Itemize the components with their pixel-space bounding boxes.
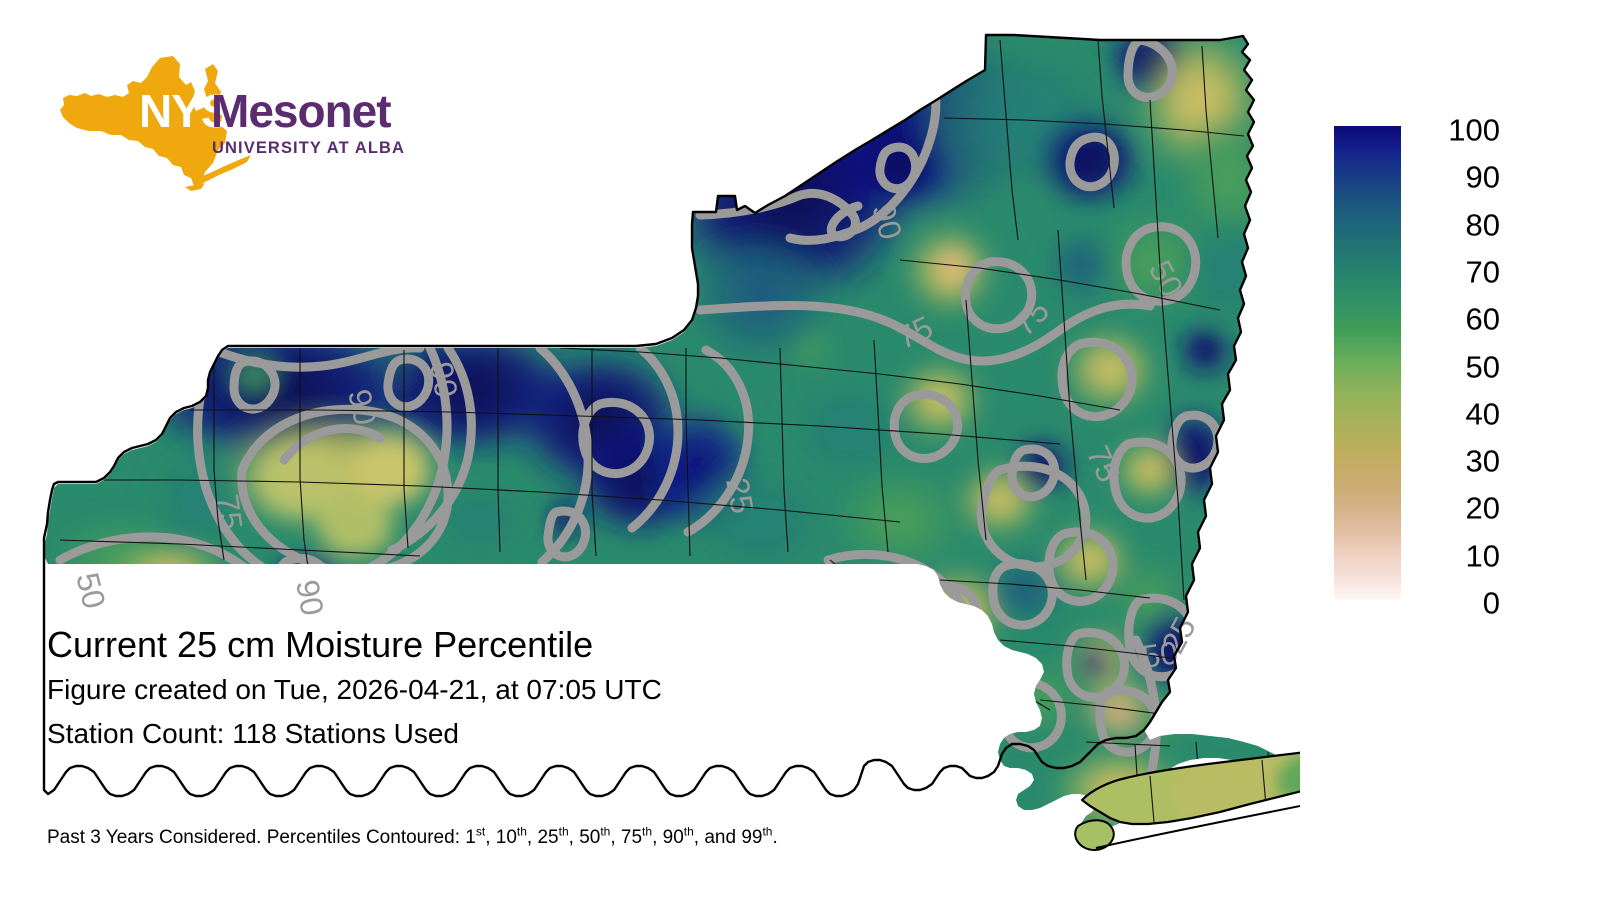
moisture-percentile-map: 90 75 75 50 90 90 75 25 50 90 75 50 25 — [42, 33, 1300, 852]
logo-svg: NYS Mesonet UNIVERSITY AT ALBANY — [60, 56, 405, 191]
figure-caption-block: Current 25 cm Moisture Percentile Figure… — [47, 622, 1097, 756]
colorbar-tick-0: 0 — [1482, 585, 1500, 621]
logo-subtitle-text: UNIVERSITY AT ALBANY — [212, 139, 405, 157]
colorbar-tick-20: 20 — [1465, 490, 1500, 526]
colorbar-tick-90: 90 — [1465, 159, 1500, 195]
nys-mesonet-logo: NYS Mesonet UNIVERSITY AT ALBANY — [55, 55, 405, 195]
contour-label: 75 — [209, 492, 250, 532]
colorbar-tick-50: 50 — [1465, 349, 1500, 384]
contour-footnote: Past 3 Years Considered. Percentiles Con… — [47, 824, 778, 848]
logo-state-shape — [60, 56, 251, 191]
colorbar-tick-100: 100 — [1448, 112, 1500, 148]
colorbar-tick-80: 80 — [1465, 207, 1500, 243]
colorbar-gradient — [1334, 126, 1401, 599]
ordinal-suffix: th — [683, 824, 694, 839]
colorbar-tick-labels: 100 90 80 70 60 50 40 30 20 10 0 — [1412, 115, 1532, 619]
contour-label: 90 — [289, 577, 331, 618]
logo-nys-text: NYS — [139, 85, 231, 137]
station-count: Station Count: 118 Stations Used — [47, 718, 459, 749]
ordinal-suffix: th — [558, 824, 569, 839]
colorbar: 100 90 80 70 60 50 40 30 20 10 0 — [1334, 115, 1574, 619]
colorbar-tick-70: 70 — [1465, 254, 1500, 290]
page-title: Current 25 cm Moisture Percentile — [47, 624, 594, 665]
colorbar-tick-30: 30 — [1465, 443, 1500, 479]
contour-label: 90 — [423, 359, 465, 400]
colorbar-tick-60: 60 — [1465, 301, 1500, 337]
ordinal-suffix: th — [600, 824, 611, 839]
created-timestamp: Figure created on Tue, 2026-04-21, at 07… — [47, 674, 662, 705]
logo-mesonet-text: Mesonet — [211, 85, 391, 137]
ordinal-suffix: th — [642, 824, 653, 839]
map-svg: 90 75 75 50 90 90 75 25 50 90 75 50 25 — [42, 33, 1300, 852]
ordinal-suffix: th — [762, 824, 773, 839]
ordinal-suffix: th — [516, 824, 527, 839]
state-outline — [42, 33, 1256, 798]
colorbar-tick-10: 10 — [1465, 538, 1500, 574]
contour-label: 90 — [341, 386, 384, 428]
contour-label: 50 — [69, 569, 113, 612]
contour-label: 25 — [719, 475, 761, 516]
ordinal-suffix: st — [475, 824, 486, 839]
colorbar-tick-40: 40 — [1465, 396, 1500, 432]
